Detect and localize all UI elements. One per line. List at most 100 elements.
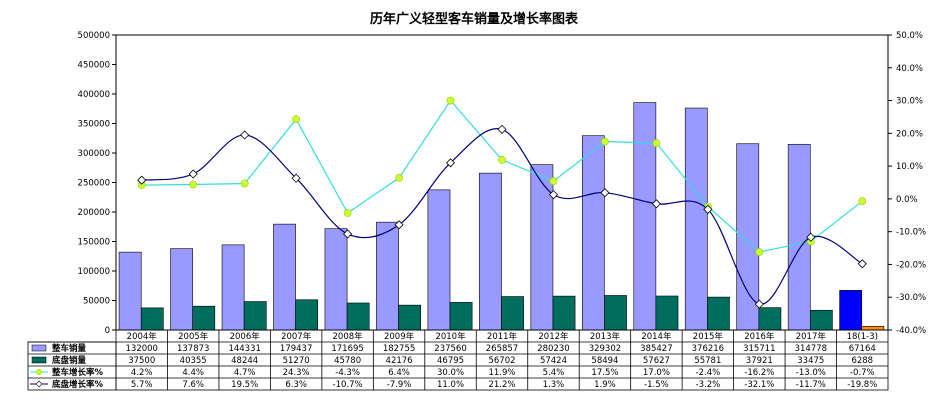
y-axis-tick-label: 400000 <box>78 90 110 100</box>
y-axis-tick-label: 450000 <box>78 61 110 71</box>
bar-vehicle-8 <box>530 164 554 331</box>
x-axis-tick-label: 2005年 <box>178 331 209 342</box>
data-label-0-0: 132000 <box>126 344 158 354</box>
point-chassis-growth-2 <box>240 130 250 140</box>
bar-vehicle-4 <box>324 228 348 331</box>
point-chassis-growth-4 <box>343 229 353 239</box>
data-label-2-11: -2.4% <box>696 368 721 378</box>
bar-vehicle-5 <box>376 221 399 331</box>
data-label-1-1: 40355 <box>180 356 207 366</box>
bar-chassis-1 <box>192 305 216 331</box>
bar-chassis-5 <box>398 304 421 331</box>
y2-axis-tick-label: 10.0% <box>896 162 923 172</box>
data-label-0-7: 265857 <box>486 344 518 354</box>
data-label-3-5: -7.9% <box>387 380 412 390</box>
y-axis-tick-label: 100000 <box>78 267 110 277</box>
data-label-1-7: 56702 <box>488 356 515 366</box>
x-axis-tick-label: 2017年 <box>796 331 827 342</box>
chart-title: 历年广义轻型客车销量及增长率图表 <box>370 11 579 27</box>
point-chassis-growth-14 <box>857 259 867 269</box>
point-chassis-growth-7 <box>497 124 507 134</box>
bar-chassis-13 <box>809 309 833 331</box>
bar-vehicle-7 <box>479 172 502 331</box>
y-axis-tick-label: 300000 <box>78 149 110 159</box>
data-label-3-7: 21.2% <box>488 380 515 390</box>
data-label-2-5: 6.4% <box>388 368 410 378</box>
legend-label-0: 整车销量 <box>52 343 87 354</box>
y-axis-tick-label: 500000 <box>78 31 110 41</box>
data-label-1-2: 48244 <box>231 356 258 366</box>
legend-key-marker-2 <box>35 368 43 376</box>
bar-vehicle-11 <box>684 107 708 331</box>
x-axis-tick-label: 2011年 <box>487 331 518 342</box>
bar-vehicle-1 <box>170 248 193 331</box>
data-label-2-8: 5.4% <box>543 368 565 378</box>
data-label-2-4: -4.3% <box>335 368 360 378</box>
data-label-0-4: 171695 <box>331 344 363 354</box>
point-vehicle-growth-10 <box>652 139 661 148</box>
bar-chassis-9 <box>604 295 627 331</box>
bar-chassis-8 <box>552 295 576 331</box>
x-axis-tick-label: 2012年 <box>538 331 569 342</box>
data-label-2-7: 11.9% <box>488 368 515 378</box>
point-vehicle-growth-6 <box>446 96 455 105</box>
point-vehicle-growth-3 <box>292 115 301 124</box>
data-label-1-3: 51270 <box>283 356 310 366</box>
bar-chassis-4 <box>346 302 370 331</box>
data-label-0-6: 237560 <box>434 344 466 354</box>
bar-vehicle-6 <box>427 189 451 331</box>
data-label-1-8: 57424 <box>540 356 567 366</box>
data-label-3-10: -1.5% <box>644 380 669 390</box>
point-vehicle-growth-9 <box>601 137 609 146</box>
data-label-2-6: 30.0% <box>437 368 464 378</box>
bar-vehicle-9 <box>581 135 605 331</box>
y-axis-tick-label: 0 <box>105 326 110 336</box>
data-label-3-2: 19.5% <box>231 380 258 390</box>
bar-chassis-0 <box>140 307 164 331</box>
point-chassis-growth-13 <box>806 232 816 242</box>
point-vehicle-growth-12 <box>755 248 764 256</box>
x-axis-tick-label: 2004年 <box>127 331 158 342</box>
x-axis-tick-label: 2010年 <box>435 331 466 342</box>
bar-vehicle-0 <box>118 251 142 331</box>
y2-axis-tick-label: -40.0% <box>896 326 926 336</box>
table-frame <box>115 329 889 391</box>
x-axis-tick-label: 2016年 <box>744 331 775 342</box>
y2-axis-tick-label: -10.0% <box>896 228 926 238</box>
data-label-3-6: 11.0% <box>437 380 464 390</box>
x-axis-tick-label: 18(1-3) <box>847 332 878 342</box>
data-label-3-13: -11.7% <box>796 380 826 390</box>
data-label-3-3: 6.3% <box>285 380 307 390</box>
data-label-3-0: 5.7% <box>131 380 153 390</box>
y2-axis-tick-label: 20.0% <box>896 129 923 139</box>
y-axis-tick-label: 50000 <box>83 297 110 307</box>
x-axis-tick-label: 2014年 <box>641 331 672 342</box>
point-vehicle-growth-1 <box>189 180 198 189</box>
data-label-2-0: 4.2% <box>131 368 153 378</box>
y2-axis-tick-label: -30.0% <box>896 293 926 303</box>
y-axis-tick-label: 250000 <box>78 179 110 189</box>
plot-area: 0 50000 100000 150000 200000 250000 300000 3500… <box>78 31 927 336</box>
y-axis-tick-label: 150000 <box>78 238 110 248</box>
bar-vehicle-14 <box>839 290 863 331</box>
bar-chassis-6 <box>449 302 473 331</box>
data-label-3-14: -19.8% <box>847 380 877 390</box>
data-label-1-10: 57627 <box>643 356 670 366</box>
data-table: 2004年 2005年 2006年 2007年 2008年 2009年 2010年 2011年… <box>27 329 889 391</box>
y-axis-tick-label: 350000 <box>78 120 110 130</box>
y-axis-tick-label: 200000 <box>78 208 110 218</box>
data-label-2-3: 24.3% <box>283 368 310 378</box>
data-label-1-11: 55781 <box>694 356 721 366</box>
data-label-0-2: 144331 <box>228 344 260 354</box>
legend-label-1: 底盘销量 <box>52 355 87 366</box>
data-label-0-1: 137873 <box>177 344 209 354</box>
legend-key-1 <box>31 356 47 364</box>
data-label-0-11: 376216 <box>692 344 724 354</box>
data-label-2-13: -13.0% <box>796 368 826 378</box>
legend-key-0 <box>31 344 47 352</box>
data-label-0-10: 385427 <box>640 344 672 354</box>
bar-chassis-11 <box>707 296 730 331</box>
x-axis-tick-label: 2007年 <box>281 331 312 342</box>
data-label-1-9: 58494 <box>591 356 618 366</box>
